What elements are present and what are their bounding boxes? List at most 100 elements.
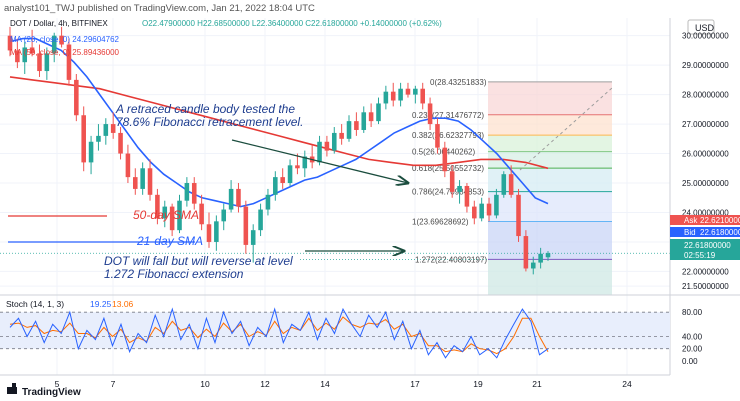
stoch-label[interactable]: Stoch (14, 1, 3) [6, 299, 64, 309]
candle-body[interactable] [449, 171, 455, 192]
fib-level-label: 0.786(24.70984853) [412, 188, 484, 197]
candle-body[interactable] [494, 194, 499, 216]
candle-body[interactable] [155, 194, 160, 219]
candle-body[interactable] [479, 203, 484, 219]
candle-body[interactable] [125, 153, 131, 178]
candle-body[interactable] [140, 168, 145, 189]
candle-body[interactable] [273, 177, 278, 195]
candle-body[interactable] [118, 132, 123, 154]
candle-body[interactable] [103, 124, 109, 136]
publisher-line: analyst101_TWJ published on TradingView.… [4, 3, 315, 14]
candle-body[interactable] [331, 132, 337, 151]
candle-body[interactable] [472, 206, 477, 219]
ask-value: 22.62100000 [700, 216, 740, 225]
candle-body[interactable] [66, 44, 72, 80]
ask-label: Ask [684, 216, 698, 225]
candle-body[interactable] [184, 183, 190, 201]
candle-body[interactable] [133, 177, 138, 189]
symbol-label[interactable]: DOT / Dollar, 4h, BITFINEX [10, 19, 108, 28]
time-tick-label: 21 [532, 379, 542, 389]
fib-zone [488, 81, 612, 115]
candle-body[interactable] [177, 200, 182, 231]
candle-body[interactable] [7, 35, 13, 51]
candle-body[interactable] [538, 253, 543, 263]
candle-body[interactable] [59, 35, 64, 45]
currency-box[interactable] [687, 19, 715, 35]
candle-body[interactable] [405, 88, 411, 95]
candle-body[interactable] [258, 209, 263, 231]
candle-body[interactable] [339, 132, 344, 139]
candles[interactable] [7, 26, 551, 275]
ma50-legend[interactable]: MA (50, close, 0) 25.89436000 [10, 48, 120, 57]
candle-body[interactable] [346, 121, 352, 139]
candle-body[interactable] [110, 124, 116, 133]
candle-body[interactable] [51, 35, 57, 54]
retrace-arrow [231, 139, 408, 183]
candle-body[interactable] [383, 91, 389, 104]
candle-body[interactable] [486, 203, 492, 216]
candle-body[interactable] [37, 53, 42, 72]
time-tick-label: 14 [320, 379, 330, 389]
candle-body[interactable] [530, 262, 536, 269]
stoch-tick-label: 20.00 [682, 345, 703, 354]
candle-body[interactable] [287, 165, 293, 184]
candle-body[interactable] [44, 53, 50, 72]
candle-body[interactable] [398, 88, 403, 101]
candle-body[interactable] [302, 156, 308, 169]
candle-body[interactable] [243, 206, 249, 245]
candle-body[interactable] [354, 121, 359, 130]
candle-body[interactable] [169, 206, 175, 231]
candle-body[interactable] [457, 185, 462, 192]
candle-body[interactable] [199, 203, 204, 225]
fib-zone [488, 151, 612, 169]
candle-body[interactable] [29, 47, 35, 54]
candle-body[interactable] [228, 188, 234, 210]
stoch-tick-label: 40.00 [682, 333, 703, 342]
candle-body[interactable] [324, 141, 330, 151]
candle-body[interactable] [523, 236, 529, 269]
candle-body[interactable] [420, 88, 425, 104]
candle-body[interactable] [435, 124, 440, 148]
stoch-k-line[interactable] [9, 307, 549, 359]
time-tick-label: 7 [111, 379, 116, 389]
candle-body[interactable] [427, 103, 433, 125]
candle-body[interactable] [214, 221, 219, 242]
time-axis[interactable]: 5 7 10 12 14 17 19 21 24 [55, 379, 632, 389]
candle-body[interactable] [376, 103, 381, 122]
candle-body[interactable] [221, 209, 227, 222]
candle-body[interactable] [508, 174, 514, 195]
stoch-tick-label: 80.00 [682, 308, 703, 317]
candle-body[interactable] [280, 177, 285, 184]
extension-note: DOT will fall but will reverse at level … [104, 254, 296, 281]
candle-body[interactable] [81, 115, 86, 163]
candle-body[interactable] [88, 141, 94, 163]
stoch-axis[interactable]: 80.00 40.00 20.00 0.00 [682, 308, 703, 366]
candle-body[interactable] [250, 230, 256, 245]
candle-body[interactable] [368, 112, 374, 122]
candle-body[interactable] [413, 88, 418, 95]
candle-body[interactable] [236, 188, 241, 207]
fib-trend-line[interactable] [519, 87, 613, 171]
candle-body[interactable] [22, 47, 28, 63]
ma50-line[interactable] [9, 76, 549, 170]
candle-body[interactable] [15, 50, 20, 63]
candle-body[interactable] [516, 194, 521, 237]
candle-body[interactable] [295, 165, 300, 169]
candle-body[interactable] [147, 168, 153, 195]
candle-body[interactable] [464, 185, 470, 207]
candle-body[interactable] [501, 174, 507, 195]
candle-body[interactable] [317, 141, 322, 163]
candle-body[interactable] [206, 224, 212, 242]
candle-body[interactable] [265, 194, 271, 210]
candle-body[interactable] [390, 91, 396, 101]
ma20-legend[interactable]: MA (20, close, 0) 24.29604762 [10, 35, 120, 44]
candle-body[interactable] [191, 183, 197, 204]
candle-body[interactable] [96, 135, 101, 142]
candle-body[interactable] [361, 112, 367, 130]
ma20-line[interactable] [9, 37, 549, 208]
candle-body[interactable] [74, 79, 79, 116]
candle-body[interactable] [442, 147, 448, 172]
candle-body[interactable] [545, 253, 551, 258]
price-tick-label: 24.00000000 [682, 208, 729, 217]
candle-body[interactable] [162, 206, 168, 219]
